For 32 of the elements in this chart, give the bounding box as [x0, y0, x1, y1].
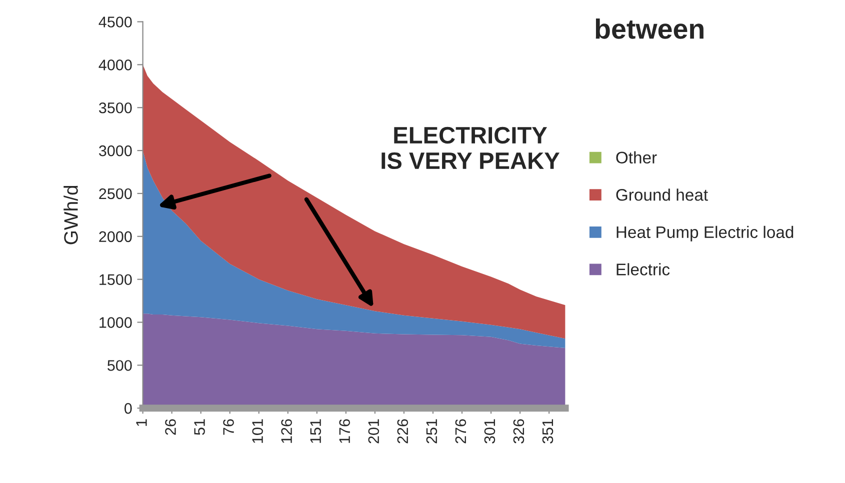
y-tick-label: 4000 [98, 60, 132, 70]
y-tick-label: 4500 [98, 16, 132, 28]
x-tick-label: 151 [310, 419, 322, 443]
y-tick-label: 1500 [100, 274, 132, 286]
y-tick-label: 500 [108, 360, 132, 371]
x-tick-label: 1 [136, 419, 147, 426]
x-tick-label: 51 [194, 419, 205, 435]
legend-label: Heat Pump Electric load [616, 226, 794, 242]
legend-label: Electric [616, 263, 670, 276]
y-tick-label: 3500 [98, 102, 132, 114]
x-tick-label: 351 [542, 419, 554, 444]
y-axis-title: GWh/d [64, 186, 78, 244]
y-tick-label: 0 [124, 403, 132, 414]
legend-label: Ground heat [616, 188, 708, 201]
y-tick-label: 1000 [100, 317, 132, 328]
annotation: ELECTRICITY IS VERY PEAKY [382, 126, 560, 170]
text: between [596, 18, 704, 39]
x-tick-label: 76 [223, 419, 234, 435]
x-tick-label: 301 [484, 419, 496, 444]
x-tick-label: 201 [368, 419, 380, 444]
x-tick-label: 126 [281, 419, 292, 443]
x-tick-label: 251 [426, 419, 438, 444]
x-tick-label: 26 [165, 419, 176, 435]
legend-label: Other [616, 151, 657, 164]
x-tick-label: 326 [513, 419, 524, 444]
y-tick-label: 2500 [99, 188, 132, 200]
x-tick-label: 226 [397, 419, 408, 444]
x-tick-label: 101 [252, 419, 263, 443]
x-tick-label: 276 [455, 419, 466, 444]
x-tick-label: 176 [339, 419, 350, 443]
y-tick-label: 2000 [99, 231, 132, 242]
y-tick-label: 3000 [98, 145, 132, 156]
